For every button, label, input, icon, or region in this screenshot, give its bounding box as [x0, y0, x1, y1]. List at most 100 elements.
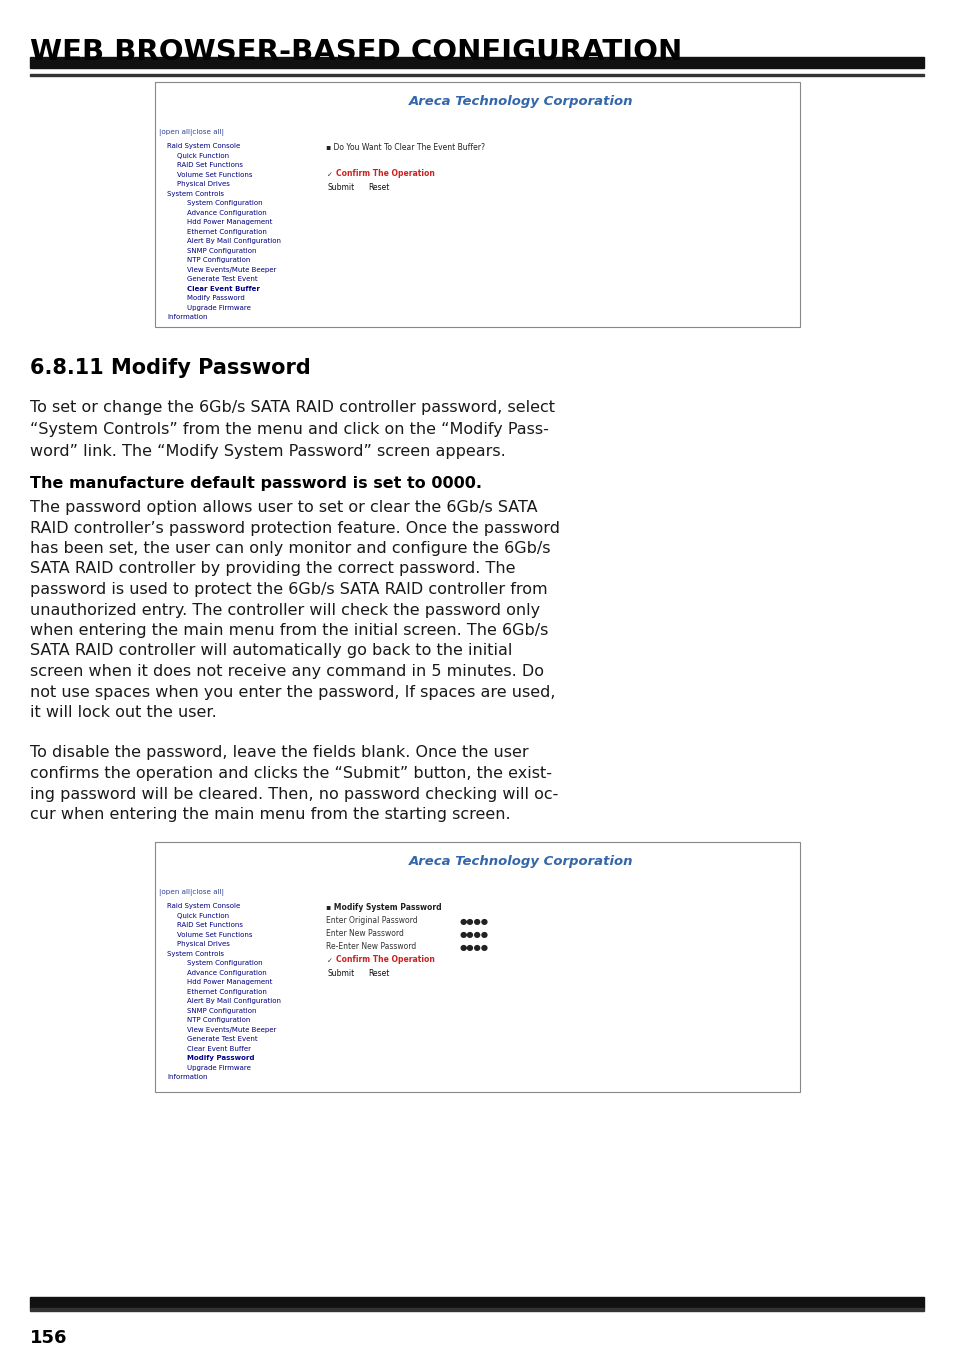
- Bar: [476, 134, 478, 137]
- Bar: [768, 895, 770, 896]
- Bar: [320, 154, 800, 167]
- Text: WEB BROWSER-BASED CONFIGURATION: WEB BROWSER-BASED CONFIGURATION: [30, 38, 681, 66]
- Bar: [760, 895, 762, 896]
- Bar: [179, 257, 184, 263]
- Bar: [154, 83, 335, 122]
- Bar: [560, 134, 562, 137]
- Bar: [389, 895, 391, 896]
- Bar: [600, 134, 602, 137]
- Bar: [179, 305, 184, 310]
- Bar: [154, 83, 800, 328]
- Bar: [748, 895, 750, 896]
- Bar: [796, 895, 799, 896]
- Bar: [179, 961, 184, 965]
- Text: The password option allows user to set or clear the 6Gb/s SATA: The password option allows user to set o…: [30, 500, 537, 515]
- Bar: [744, 895, 746, 896]
- Text: ✓: ✓: [327, 957, 333, 964]
- Bar: [704, 134, 706, 137]
- Bar: [524, 134, 526, 137]
- Bar: [628, 895, 630, 896]
- Bar: [179, 267, 184, 272]
- Bar: [365, 134, 367, 137]
- FancyBboxPatch shape: [325, 968, 356, 978]
- Bar: [644, 895, 646, 896]
- Bar: [732, 134, 734, 137]
- Bar: [593, 134, 595, 137]
- Bar: [608, 134, 610, 137]
- Text: Upgrade Firmware: Upgrade Firmware: [187, 305, 251, 311]
- Text: Alert By Mail Configuration: Alert By Mail Configuration: [187, 998, 281, 1005]
- Bar: [784, 134, 786, 137]
- Bar: [648, 895, 650, 896]
- Bar: [664, 134, 666, 137]
- Bar: [781, 134, 782, 137]
- Text: System Configuration: System Configuration: [187, 960, 262, 967]
- Bar: [326, 957, 333, 964]
- Bar: [159, 903, 165, 909]
- Bar: [179, 1047, 184, 1051]
- Bar: [757, 134, 759, 137]
- Bar: [672, 895, 675, 896]
- Bar: [154, 842, 335, 881]
- Bar: [179, 210, 184, 215]
- Bar: [764, 895, 766, 896]
- Bar: [788, 134, 790, 137]
- Bar: [781, 895, 782, 896]
- Bar: [652, 134, 655, 137]
- Text: when entering the main menu from the initial screen. The 6Gb/s: when entering the main menu from the ini…: [30, 623, 548, 638]
- Bar: [409, 895, 411, 896]
- Bar: [633, 134, 635, 137]
- Bar: [537, 134, 538, 137]
- Bar: [593, 895, 595, 896]
- Bar: [169, 933, 174, 937]
- Text: “System Controls” from the menu and click on the “Modify Pass-: “System Controls” from the menu and clic…: [30, 422, 548, 437]
- Text: Volume Set Functions: Volume Set Functions: [177, 172, 253, 177]
- Bar: [573, 134, 575, 137]
- Bar: [520, 134, 522, 137]
- Bar: [440, 134, 442, 137]
- Bar: [728, 134, 730, 137]
- Bar: [154, 842, 335, 881]
- Bar: [456, 942, 520, 951]
- Bar: [179, 286, 184, 291]
- Bar: [677, 134, 679, 137]
- Bar: [517, 134, 518, 137]
- Bar: [628, 134, 630, 137]
- Bar: [624, 895, 626, 896]
- Bar: [497, 134, 498, 137]
- Bar: [597, 895, 598, 896]
- Bar: [652, 895, 655, 896]
- Text: Areca Technology Corporation: Areca Technology Corporation: [408, 96, 633, 108]
- Bar: [688, 895, 690, 896]
- Bar: [345, 895, 347, 896]
- Bar: [513, 895, 515, 896]
- Bar: [319, 125, 320, 328]
- Bar: [580, 895, 582, 896]
- Bar: [154, 842, 800, 881]
- Bar: [460, 134, 462, 137]
- Bar: [688, 134, 690, 137]
- Text: ing password will be cleared. Then, no password checking will oc-: ing password will be cleared. Then, no p…: [30, 787, 558, 802]
- Text: SNMP Configuration: SNMP Configuration: [187, 1007, 256, 1014]
- Bar: [548, 134, 551, 137]
- Bar: [325, 134, 327, 137]
- Bar: [456, 929, 520, 938]
- Text: Hdd Power Management: Hdd Power Management: [187, 979, 273, 986]
- Bar: [529, 134, 531, 137]
- Bar: [700, 134, 702, 137]
- Bar: [453, 134, 455, 137]
- Bar: [768, 134, 770, 137]
- Bar: [179, 248, 184, 253]
- Bar: [340, 134, 343, 137]
- Bar: [724, 134, 726, 137]
- Bar: [179, 1056, 184, 1060]
- Bar: [792, 134, 794, 137]
- Bar: [179, 1018, 184, 1022]
- Bar: [416, 895, 418, 896]
- Bar: [376, 134, 378, 137]
- Text: NTP Configuration: NTP Configuration: [187, 1017, 250, 1024]
- Text: Volume Set Functions: Volume Set Functions: [177, 932, 253, 938]
- Bar: [159, 952, 165, 955]
- Bar: [464, 895, 467, 896]
- Bar: [449, 895, 451, 896]
